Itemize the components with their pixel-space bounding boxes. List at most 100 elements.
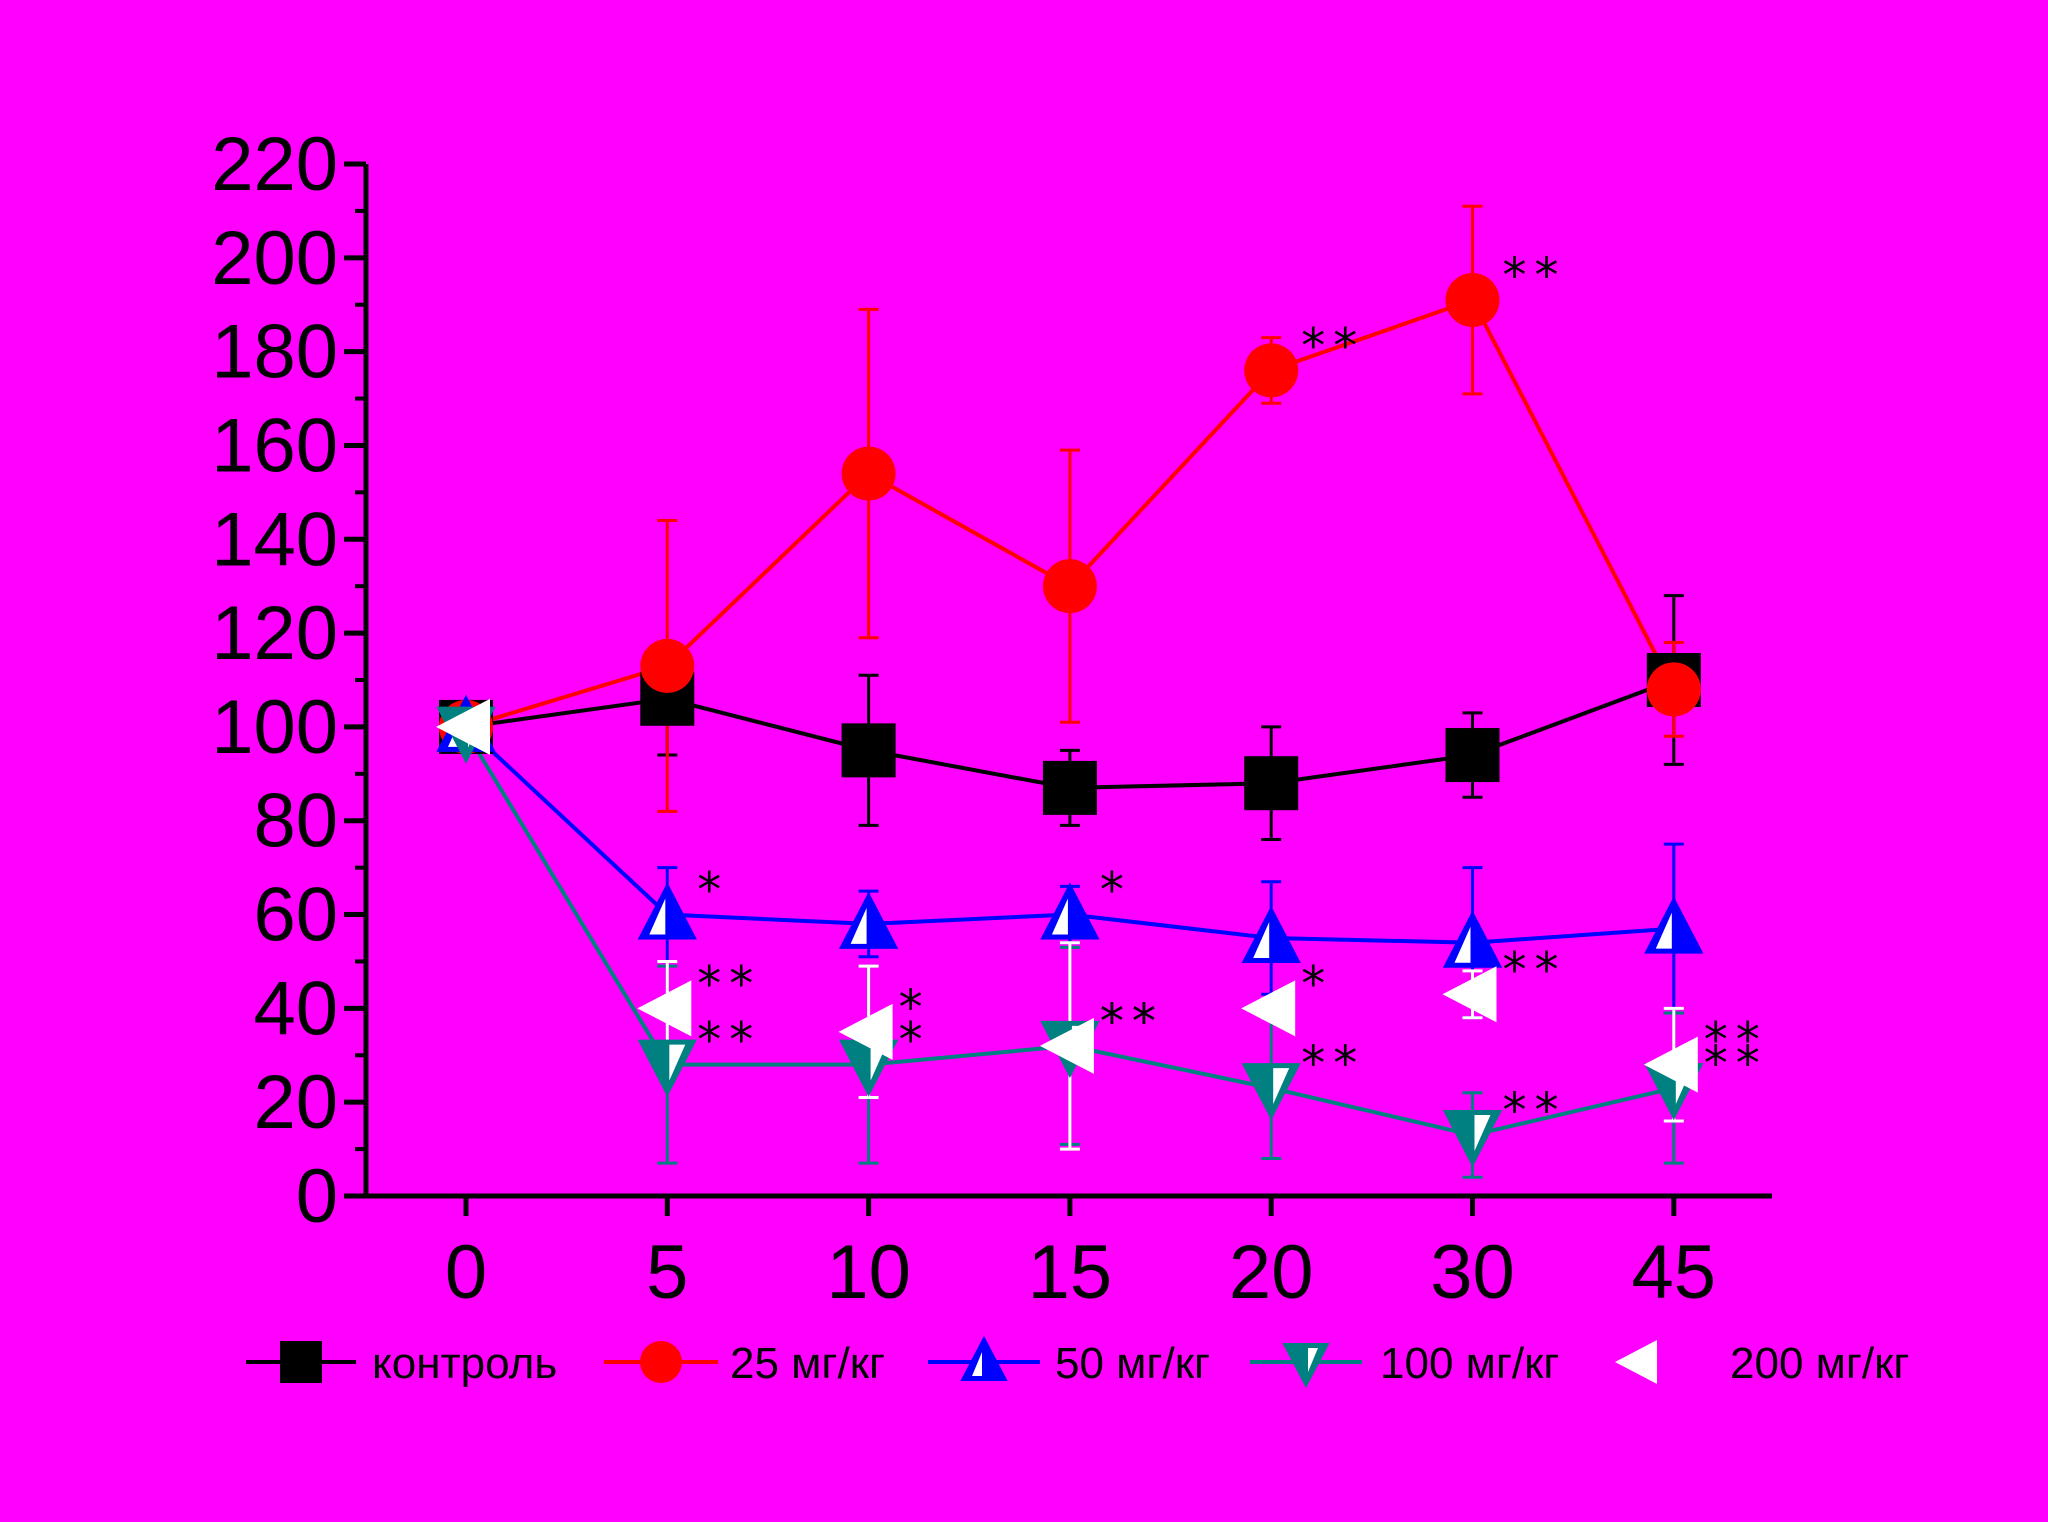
marker-body [637, 882, 697, 940]
legend-item: 200 мг/кг [1615, 1339, 1909, 1388]
x-tick-label: 20 [1229, 1230, 1314, 1315]
error-bars [657, 204, 1684, 1179]
marker-body [1442, 910, 1503, 968]
data-point [637, 1039, 697, 1097]
data-point [1646, 662, 1701, 717]
y-tick-label: 160 [211, 403, 338, 488]
marker-highlight [1051, 898, 1068, 935]
data-point [1643, 1036, 1698, 1093]
marker-body [637, 1039, 697, 1097]
significance-annotations: ***** *** * ********** * *** **** [697, 248, 1768, 1139]
marker-highlight [1655, 912, 1672, 949]
y-tick-label: 40 [253, 966, 338, 1051]
data-point [1241, 905, 1301, 963]
x-tick-label: 15 [1028, 1230, 1113, 1315]
data-point [1445, 728, 1500, 783]
legend: контроль 25 мг/кг 50 мг/кг 100 мг/кг 200 мг/… [246, 1335, 1909, 1389]
marker-highlight [649, 898, 666, 935]
significance-label: ** [1301, 318, 1365, 374]
data-point [841, 723, 896, 778]
y-tick-label: 80 [253, 779, 338, 864]
legend-label: 25 мг/кг [730, 1339, 885, 1388]
significance-label: * [899, 1013, 931, 1069]
marker-highlight [1308, 1348, 1318, 1372]
y-tick-label: 0 [296, 1154, 338, 1239]
data-point [838, 891, 899, 949]
significance-label: ** [1503, 1083, 1567, 1139]
legend-marker [960, 1335, 1008, 1381]
data-point [436, 698, 490, 755]
significance-label: ** [697, 956, 761, 1012]
legend-marker [280, 1341, 322, 1383]
marker-body [1442, 1110, 1503, 1168]
significance-label: ** [1503, 248, 1567, 304]
data-point [1445, 273, 1500, 328]
legend-marker [640, 1341, 682, 1383]
data-point [838, 1003, 893, 1060]
significance-label: * [899, 980, 931, 1036]
x-tick-label: 45 [1632, 1230, 1717, 1315]
legend-label: 50 мг/кг [1055, 1339, 1210, 1388]
data-point [1039, 1017, 1094, 1074]
marker-highlight [1273, 1068, 1290, 1105]
data-point [841, 446, 896, 501]
marker-body [1282, 1343, 1330, 1389]
y-tick-label: 220 [211, 122, 338, 207]
marker-body [1040, 882, 1100, 940]
x-tick-label: 10 [826, 1230, 911, 1315]
legend-marker [1282, 1343, 1330, 1389]
marker-body [1241, 1063, 1301, 1121]
marker-highlight [850, 907, 867, 944]
significance-label: * [1301, 956, 1333, 1012]
significance-label: ** [1301, 1036, 1365, 1092]
data-point [1442, 966, 1497, 1023]
marker-body [960, 1335, 1008, 1381]
significance-label: * [1100, 863, 1132, 919]
data-point [1040, 882, 1100, 940]
y-tick-label: 100 [211, 685, 338, 770]
x-tick-label: 30 [1430, 1230, 1515, 1315]
data-point [640, 638, 695, 693]
y-tick-label: 20 [253, 1060, 338, 1145]
marker-highlight [1474, 1115, 1491, 1152]
legend-item: контроль [246, 1339, 557, 1388]
legend-item: 50 мг/кг [928, 1335, 1210, 1388]
data-point [1241, 980, 1296, 1037]
legend-label: 100 мг/кг [1380, 1339, 1559, 1388]
significance-label: ** [1100, 994, 1164, 1050]
legend-label: контроль [372, 1339, 557, 1388]
y-tick-label: 140 [211, 497, 338, 582]
legend-label: 200 мг/кг [1730, 1339, 1909, 1388]
significance-label: ** [697, 1013, 761, 1069]
x-tick-label: 5 [646, 1230, 688, 1315]
marker-body [1241, 905, 1301, 963]
marker-highlight [972, 1352, 982, 1376]
marker-body [838, 891, 899, 949]
data-point [1442, 910, 1503, 968]
data-point [637, 980, 692, 1037]
data-point [1244, 756, 1299, 811]
significance-label: ** [1704, 1013, 1768, 1069]
series-markers [436, 273, 1704, 1168]
y-tick-label: 60 [253, 873, 338, 958]
y-tick-label: 180 [211, 310, 338, 395]
data-point [1442, 1110, 1503, 1168]
data-point [637, 882, 697, 940]
significance-label: ** [1704, 1036, 1768, 1092]
legend-item: 100 мг/кг [1250, 1339, 1559, 1389]
marker-highlight [669, 1044, 686, 1081]
significance-label: * [697, 863, 729, 919]
data-point [1042, 760, 1097, 815]
marker-highlight [1253, 922, 1270, 958]
significance-label: ** [1100, 994, 1164, 1050]
marker-body [1644, 896, 1704, 954]
x-tick-label: 0 [445, 1230, 487, 1315]
marker-highlight [1454, 926, 1471, 963]
significance-label: ** [1503, 942, 1567, 998]
data-point [1042, 559, 1097, 614]
data-point [1241, 1063, 1301, 1121]
legend-item: 25 мг/кг [604, 1339, 885, 1388]
data-point [1644, 896, 1704, 954]
